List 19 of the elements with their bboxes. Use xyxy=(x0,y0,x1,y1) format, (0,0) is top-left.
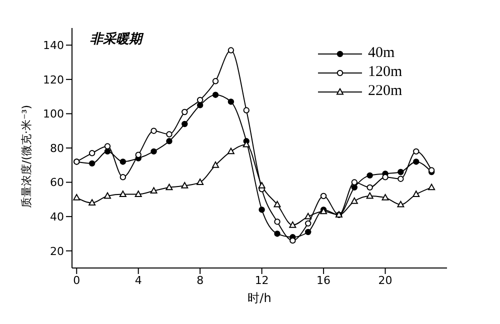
y-axis-title: 质量浓度/(微克·米⁻³) xyxy=(20,104,33,208)
y-tick-label: 80 xyxy=(50,142,64,155)
y-tick-label: 40 xyxy=(50,210,64,224)
x-tick-label: 4 xyxy=(134,274,142,287)
y-tick-label: 20 xyxy=(50,244,64,258)
legend-label: 120m xyxy=(368,64,402,81)
legend-label: 40m xyxy=(368,45,395,62)
y-tick-label: 140 xyxy=(43,39,64,52)
x-tick-label: 16 xyxy=(316,274,331,287)
x-tick-label: 20 xyxy=(378,274,392,287)
y-tick-label: 100 xyxy=(43,108,64,121)
x-axis-title: 时/h xyxy=(248,291,272,305)
chart-title: 非采暖期 xyxy=(90,30,142,48)
y-tick-label: 120 xyxy=(43,73,64,86)
legend-label: 220m xyxy=(368,83,402,100)
x-tick-label: 12 xyxy=(254,274,269,287)
x-tick-label: 8 xyxy=(196,274,204,287)
y-tick-label: 60 xyxy=(50,176,64,190)
x-tick-label: 0 xyxy=(73,274,80,287)
